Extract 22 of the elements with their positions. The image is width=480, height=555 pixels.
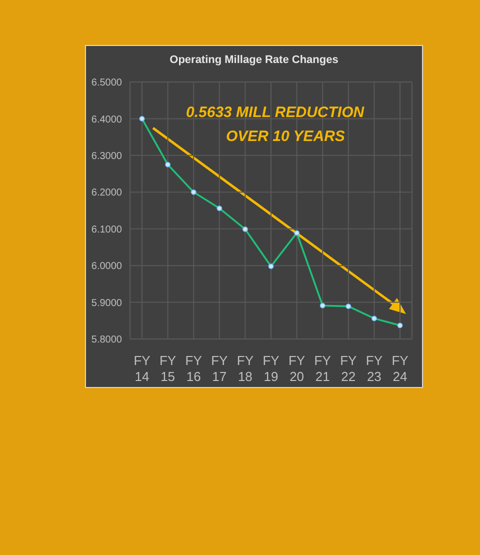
x-tick-label: FY 24 — [392, 353, 409, 384]
x-tick-label: FY 23 — [366, 353, 383, 384]
y-tick-label: 6.2000 — [91, 188, 122, 199]
y-tick-label: 6.3000 — [91, 150, 122, 162]
x-tick-label: FY 21 — [314, 353, 332, 384]
y-tick-label: 6.4000 — [91, 114, 122, 126]
x-tick-label: FY 18 — [236, 353, 254, 384]
y-tick-label: 5.8000 — [91, 334, 122, 346]
x-tick-label: FY 17 — [211, 353, 228, 384]
y-tick-label: 5.9000 — [91, 298, 122, 309]
x-tick-label: FY 14 — [134, 353, 151, 384]
chart-title: Operating Millage Rate Changes — [168, 54, 340, 66]
y-tick-label: 6.1000 — [91, 224, 122, 236]
x-tick-label: FY 19 — [262, 353, 280, 384]
x-tick-label: FY 15 — [159, 353, 176, 384]
x-tick-label: FY 22 — [340, 353, 358, 384]
annotation: 0.5633 MILL REDUCTION — [186, 104, 364, 121]
y-tick-label: 6.5000 — [91, 78, 122, 89]
x-tick-label: FY 20 — [288, 353, 306, 384]
x-tick-label: FY 16 — [185, 353, 202, 384]
y-tick-label: 6.0000 — [91, 261, 122, 272]
annotation: OVER 10 YEARS — [225, 128, 346, 145]
